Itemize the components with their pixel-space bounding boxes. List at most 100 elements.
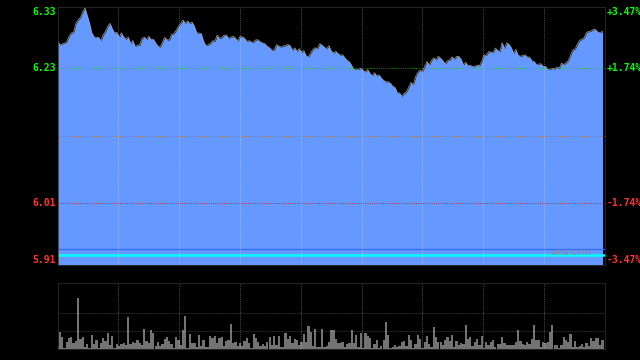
Bar [371,348,373,349]
Bar [481,336,483,349]
Bar [367,336,369,349]
Bar [125,345,127,349]
Bar [410,340,412,349]
Bar [312,346,314,349]
Bar [483,348,485,349]
Bar [300,342,303,349]
Bar [134,343,136,349]
Bar [88,348,91,349]
Bar [109,345,111,349]
Bar [474,342,476,349]
Bar [141,345,143,349]
Bar [531,339,533,349]
Bar [291,343,294,349]
Bar [389,347,392,349]
Bar [184,316,186,349]
Bar [221,337,223,349]
Bar [246,338,248,349]
Bar [458,345,460,349]
Bar [259,346,262,349]
Bar [570,334,572,349]
Bar [79,339,81,349]
Bar [497,344,499,349]
Bar [198,335,200,349]
Bar [355,335,357,349]
Bar [70,337,72,349]
Bar [415,344,417,349]
Text: 6.01: 6.01 [32,198,56,208]
Bar [602,340,604,349]
Bar [387,336,389,349]
Bar [154,346,157,349]
Bar [364,333,367,349]
Bar [503,343,506,349]
Bar [129,344,132,349]
Bar [590,338,592,349]
Bar [599,345,602,349]
Bar [316,347,319,349]
Bar [319,347,321,349]
Bar [332,330,335,349]
Bar [205,347,207,349]
Bar [280,347,282,349]
Bar [346,344,348,349]
Bar [127,318,129,349]
Bar [444,340,446,349]
Bar [396,347,399,349]
Bar [132,342,134,349]
Bar [196,347,198,349]
Bar [428,345,430,349]
Bar [563,337,565,349]
Bar [583,347,586,349]
Bar [588,346,590,349]
Bar [218,338,221,349]
Bar [519,341,522,349]
Text: 5.91: 5.91 [32,255,56,265]
Text: +1.74%: +1.74% [607,63,640,73]
Bar [508,346,510,349]
Bar [551,324,554,349]
Bar [417,335,419,349]
Bar [278,336,280,349]
Bar [59,332,61,349]
Bar [360,333,362,349]
Bar [159,346,161,349]
Bar [469,337,472,349]
Bar [298,345,300,349]
Bar [189,334,191,349]
Bar [223,346,225,349]
Bar [442,345,444,349]
Bar [522,344,524,349]
Bar [180,345,182,349]
Bar [303,334,305,349]
Bar [287,339,289,349]
Bar [243,341,246,349]
Bar [437,342,440,349]
Bar [182,330,184,349]
Bar [248,343,250,349]
Bar [558,348,561,349]
Bar [61,337,63,349]
Bar [211,338,214,349]
Bar [104,341,107,349]
Bar [323,347,326,349]
Bar [294,339,296,349]
Bar [143,329,145,349]
Bar [385,322,387,349]
Bar [378,348,380,349]
Bar [123,343,125,349]
Bar [63,348,65,349]
Bar [567,342,570,349]
Bar [166,337,168,349]
Bar [266,342,269,349]
Bar [424,342,426,349]
Text: sina.com: sina.com [550,248,591,257]
Bar [237,346,239,349]
Bar [273,336,275,349]
Bar [456,341,458,349]
Bar [561,345,563,349]
Bar [84,347,86,349]
Bar [506,345,508,349]
Bar [81,337,84,349]
Bar [239,343,241,349]
